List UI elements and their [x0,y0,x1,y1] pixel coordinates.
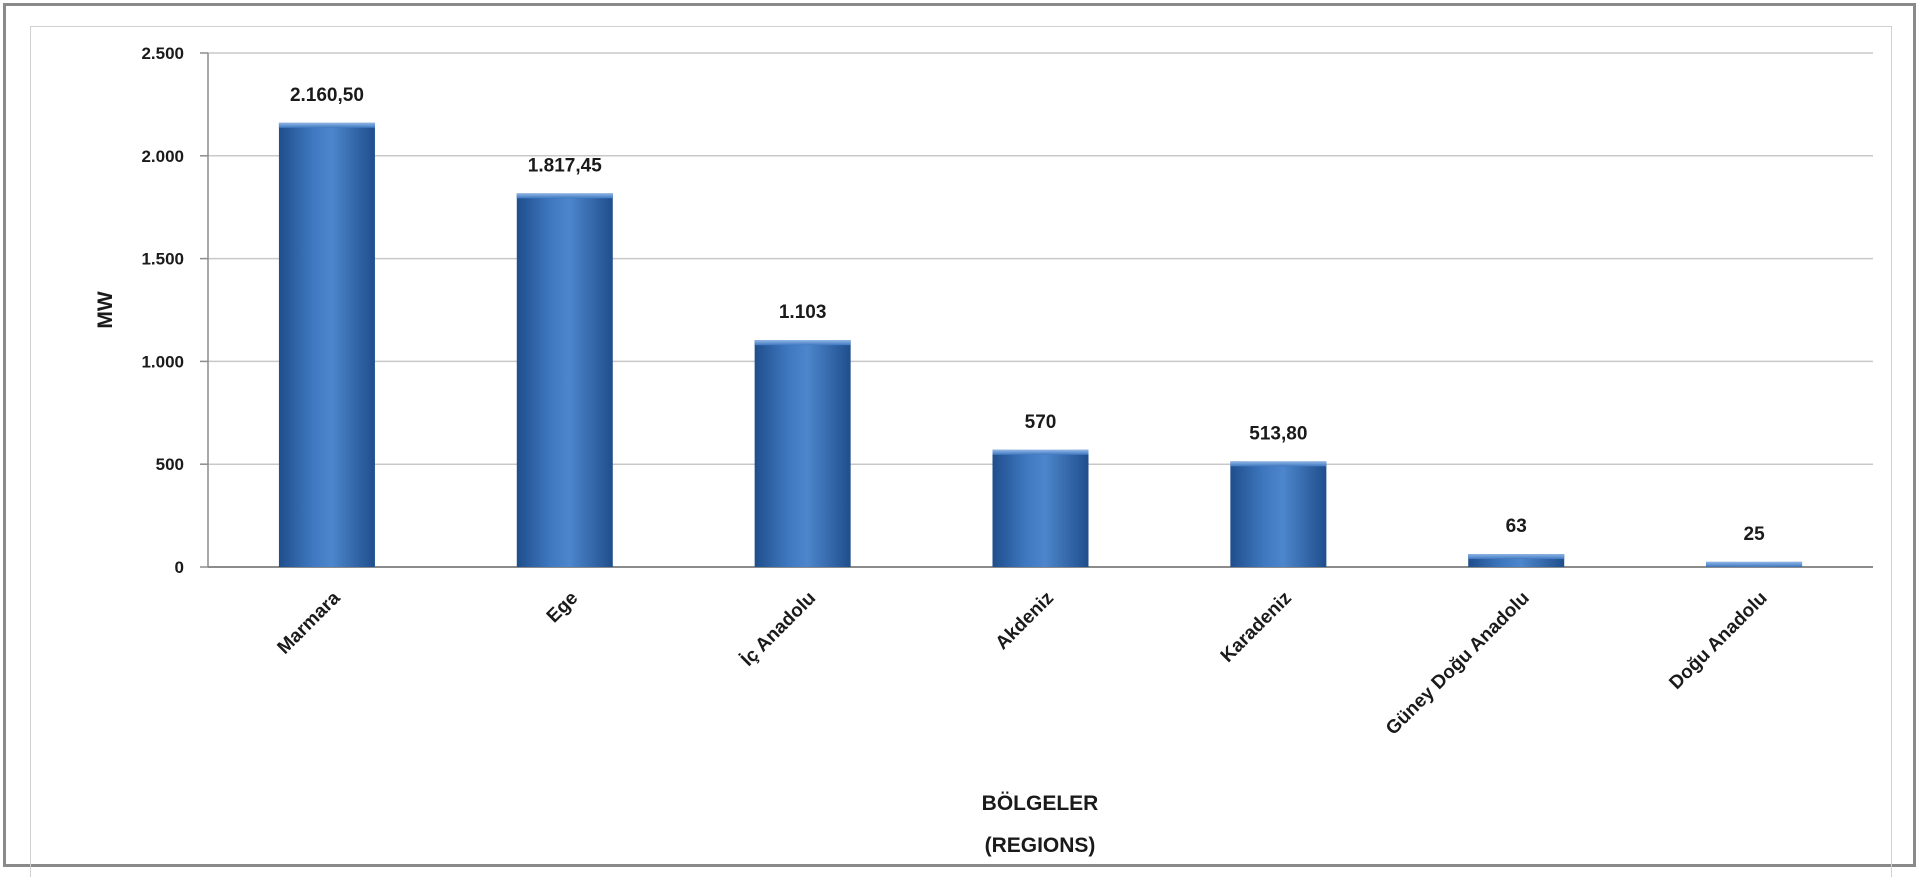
bar [754,340,851,567]
data-label: 570 [1025,412,1057,433]
y-tick-label: 1.500 [141,250,184,269]
bar [1230,461,1327,567]
x-category-label: Güney Doğu Anadolu [1382,588,1534,740]
y-axis-title: MW [94,291,117,328]
bar-top-highlight [1468,554,1565,560]
x-category-label: Karadeniz [1217,588,1296,667]
y-axis-ticks: 0 500 1.000 1.500 2.000 2.500 [141,44,184,577]
x-category-label: Marmara [274,587,345,658]
bar-top-highlight [516,193,613,199]
chart-inner-border [30,26,1892,877]
bar [992,449,1089,567]
x-category-label: Ege [543,588,582,627]
y-tick-label: 500 [156,455,184,474]
y-tick-label: 2.500 [141,44,184,63]
bar-top-highlight [754,340,851,346]
bar-top-highlight [1230,461,1327,467]
bar-top-highlight [992,449,1089,455]
bar-top-highlight [1706,561,1803,567]
y-tick-label: 0 [175,558,184,577]
bar [516,193,613,567]
bar-top-highlight [278,122,375,128]
x-category-label: Akdeniz [992,588,1058,654]
data-labels: 2.160,50 1.817,45 1.103 570 513,80 63 25 [290,85,1765,545]
data-label: 25 [1744,524,1766,545]
x-category-label: İç Anadolu [737,588,820,671]
data-label: 1.817,45 [528,155,602,176]
gridlines [200,52,1873,568]
data-label: 513,80 [1249,423,1307,444]
bars [278,122,1803,567]
x-axis-subtitle: (REGIONS) [985,834,1096,857]
x-axis-categories: Marmara Ege İç Anadolu Akdeniz Karadeniz Güne… [274,587,1772,739]
bar [278,122,375,567]
y-tick-label: 1.000 [141,352,184,371]
data-label: 2.160,50 [290,85,364,106]
data-label: 1.103 [779,302,827,323]
y-tick-label: 2.000 [141,147,184,166]
data-label: 63 [1506,516,1527,537]
x-axis-title: BÖLGELER [982,792,1099,815]
x-category-label: Doğu Anadolu [1665,588,1771,694]
